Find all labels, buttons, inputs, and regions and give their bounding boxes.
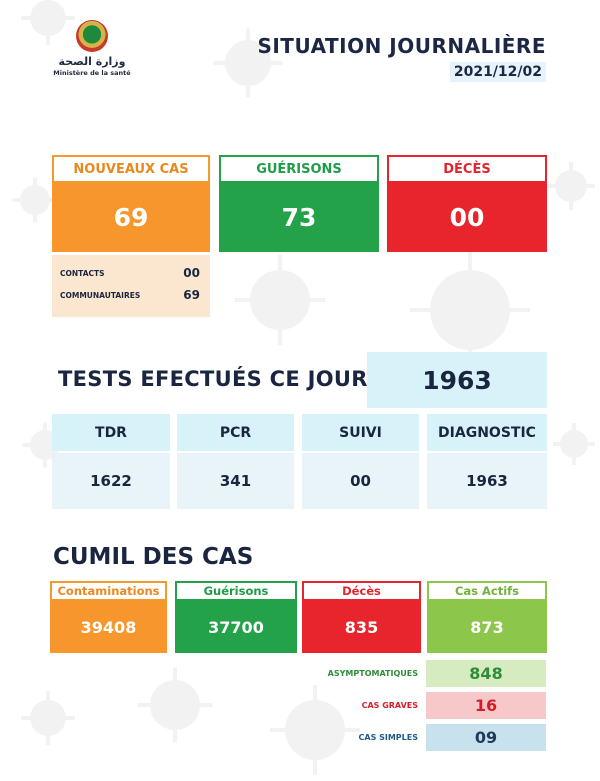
cumulative-recoveries-value: 37700 bbox=[175, 601, 297, 653]
test-header: SUIVI bbox=[302, 414, 419, 451]
test-header: PCR bbox=[177, 414, 294, 451]
background-virus-icon bbox=[30, 0, 66, 36]
breakdown-row: CONTACTS 00 bbox=[60, 262, 200, 284]
background-virus-icon bbox=[30, 700, 66, 736]
background-virus-icon bbox=[20, 185, 50, 215]
ministry-logo: وزارة الصحة Ministère de la santé bbox=[52, 20, 132, 77]
simple-cases-value: 09 bbox=[426, 724, 546, 751]
simple-cases-label: CAS SIMPLES bbox=[358, 733, 419, 742]
background-virus-icon bbox=[560, 430, 588, 458]
background-virus-icon bbox=[225, 40, 271, 86]
deaths-value: 00 bbox=[387, 183, 547, 252]
new-cases-card: NOUVEAUX CAS 69 bbox=[52, 155, 210, 252]
cumulative-title: CUMIL DES CAS bbox=[53, 544, 254, 570]
test-column-suivi: SUIVI 00 bbox=[302, 414, 419, 509]
test-value: 1622 bbox=[52, 453, 170, 509]
asymptomatic-row: ASYMPTOMATIQUES 848 bbox=[220, 660, 546, 687]
asymptomatic-value: 848 bbox=[426, 660, 546, 687]
severe-cases-label: CAS GRAVES bbox=[361, 701, 418, 710]
tests-total: 1963 bbox=[367, 352, 547, 408]
test-column-tdr: TDR 1622 bbox=[52, 414, 170, 509]
active-cases-label: Cas Actifs bbox=[427, 581, 547, 601]
recoveries-value: 73 bbox=[219, 183, 379, 252]
ministry-name-arabic: وزارة الصحة bbox=[58, 55, 126, 68]
cumulative-active-card: Cas Actifs 873 bbox=[427, 581, 547, 653]
test-column-diagnostic: DIAGNOSTIC 1963 bbox=[427, 414, 547, 509]
cumulative-deaths-card: Décès 835 bbox=[302, 581, 421, 653]
new-cases-breakdown: CONTACTS 00 COMMUNAUTAIRES 69 bbox=[52, 255, 210, 317]
recoveries-card: GUÉRISONS 73 bbox=[219, 155, 379, 252]
background-virus-icon bbox=[150, 680, 200, 730]
test-header: DIAGNOSTIC bbox=[427, 414, 547, 451]
test-value: 00 bbox=[302, 453, 419, 509]
breakdown-label: COMMUNAUTAIRES bbox=[60, 290, 141, 300]
test-value: 1963 bbox=[427, 453, 547, 509]
breakdown-value: 69 bbox=[183, 288, 200, 302]
test-value: 341 bbox=[177, 453, 294, 509]
cumulative-recoveries-card: Guérisons 37700 bbox=[175, 581, 297, 653]
report-date: 2021/12/02 bbox=[449, 62, 546, 82]
cumulative-contaminations-card: Contaminations 39408 bbox=[50, 581, 167, 653]
severe-cases-value: 16 bbox=[426, 692, 546, 719]
new-cases-value: 69 bbox=[52, 183, 210, 252]
contaminations-label: Contaminations bbox=[50, 581, 167, 601]
background-virus-icon bbox=[250, 270, 310, 330]
cumulative-deaths-label: Décès bbox=[302, 581, 421, 601]
recoveries-label: GUÉRISONS bbox=[219, 155, 379, 183]
cumulative-recoveries-label: Guérisons bbox=[175, 581, 297, 601]
breakdown-row: COMMUNAUTAIRES 69 bbox=[60, 284, 200, 306]
page-title: SITUATION JOURNALIÈRE bbox=[257, 34, 546, 58]
background-virus-icon bbox=[430, 270, 510, 350]
active-cases-value: 873 bbox=[427, 601, 547, 653]
simple-cases-row: CAS SIMPLES 09 bbox=[220, 724, 546, 751]
deaths-label: DÉCÈS bbox=[387, 155, 547, 183]
cumulative-deaths-value: 835 bbox=[302, 601, 421, 653]
test-header: TDR bbox=[52, 414, 170, 451]
severe-cases-row: CAS GRAVES 16 bbox=[220, 692, 546, 719]
contaminations-value: 39408 bbox=[50, 601, 167, 653]
new-cases-label: NOUVEAUX CAS bbox=[52, 155, 210, 183]
asymptomatic-label: ASYMPTOMATIQUES bbox=[327, 669, 418, 678]
ministry-name-french: Ministère de la santé bbox=[53, 69, 131, 77]
test-column-pcr: PCR 341 bbox=[177, 414, 294, 509]
background-virus-icon bbox=[285, 700, 345, 760]
tests-title: TESTS EFECTUÉS CE JOUR bbox=[58, 367, 368, 391]
breakdown-label: CONTACTS bbox=[60, 268, 105, 278]
background-virus-icon bbox=[555, 170, 587, 202]
national-emblem-icon bbox=[76, 20, 108, 52]
breakdown-value: 00 bbox=[183, 266, 200, 280]
deaths-card: DÉCÈS 00 bbox=[387, 155, 547, 252]
